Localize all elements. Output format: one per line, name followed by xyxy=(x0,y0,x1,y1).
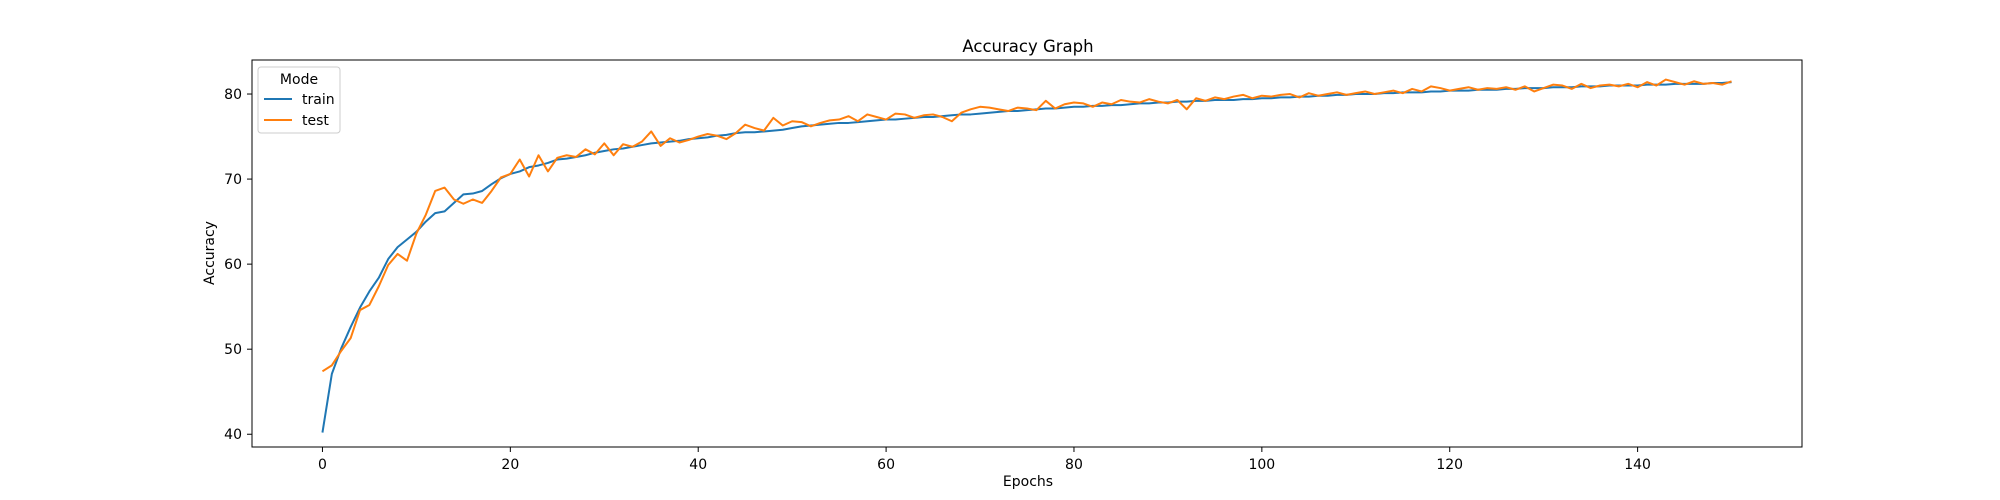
legend-label-train: train xyxy=(302,92,335,108)
plot-frame xyxy=(251,59,1803,448)
y-axis: 40 50 60 70 80 xyxy=(224,87,252,443)
legend: Mode train test xyxy=(257,66,341,134)
x-tick-label: 60 xyxy=(877,457,895,473)
legend-box xyxy=(257,66,341,134)
y-axis-label: Accuracy xyxy=(202,221,218,285)
chart-title: Accuracy Graph xyxy=(962,37,1093,56)
x-tick-label: 40 xyxy=(689,457,707,473)
y-tick-label: 80 xyxy=(224,87,242,103)
y-tick-label: 70 xyxy=(224,172,242,188)
legend-title: Mode xyxy=(280,72,318,88)
series-line-train xyxy=(321,81,1732,433)
x-tick-label: 100 xyxy=(1248,457,1275,473)
x-axis-label: Epochs xyxy=(1003,474,1053,490)
plot-area xyxy=(321,78,1732,433)
y-tick-label: 40 xyxy=(224,427,242,443)
x-tick-label: 140 xyxy=(1624,457,1651,473)
y-tick-label: 50 xyxy=(224,342,242,358)
x-tick-label: 0 xyxy=(318,457,327,473)
x-axis: 0 20 40 60 80 100 120 140 xyxy=(318,447,1651,473)
legend-label-test: test xyxy=(302,113,329,129)
y-tick-label: 60 xyxy=(224,257,242,273)
x-tick-label: 20 xyxy=(501,457,519,473)
series-line-test xyxy=(321,78,1732,373)
x-tick-label: 80 xyxy=(1065,457,1083,473)
x-tick-label: 120 xyxy=(1436,457,1463,473)
